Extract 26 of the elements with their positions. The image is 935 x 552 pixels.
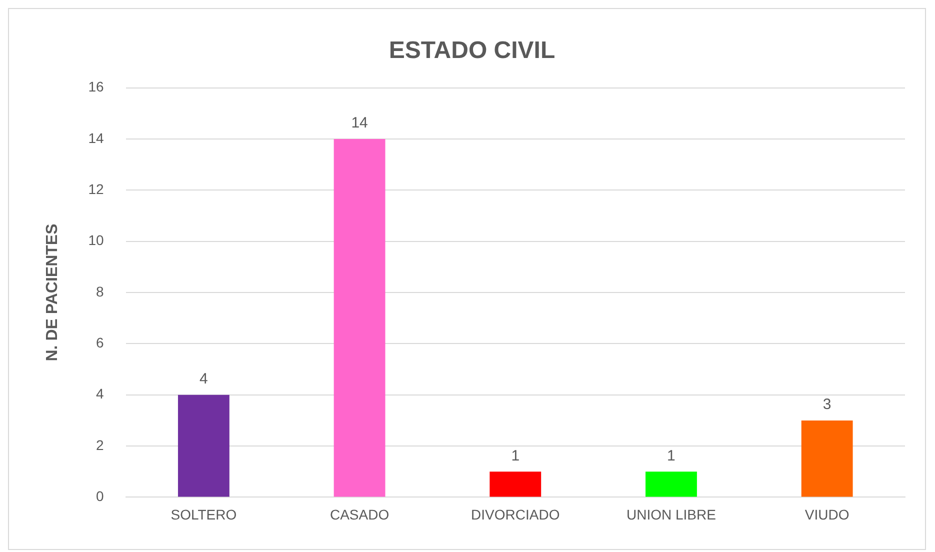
y-tick-label: 12 (88, 181, 104, 198)
y-tick-label: 14 (88, 130, 104, 146)
data-label: 4 (200, 370, 208, 388)
y-axis-title: N. DE PACIENTES (44, 223, 62, 362)
data-label: 14 (351, 114, 368, 132)
y-tick-label: 16 (88, 78, 104, 95)
bar (801, 420, 853, 497)
y-tick-label: 6 (96, 334, 104, 351)
data-label: 1 (511, 447, 520, 464)
bar (646, 472, 697, 497)
y-tick-label: 8 (96, 283, 104, 300)
y-tick-label: 4 (96, 386, 104, 402)
x-tick-label: UNION LIBRE (626, 506, 716, 522)
x-tick-label: SOLTERO (170, 506, 237, 522)
y-tick-label: 10 (88, 232, 104, 248)
chart-title: ESTADO CIVIL (388, 37, 556, 64)
data-label: 3 (822, 396, 832, 414)
x-tick-label: CASADO (330, 506, 390, 522)
bar (178, 394, 230, 497)
data-label: 1 (667, 447, 676, 464)
y-tick-label: 2 (96, 436, 104, 453)
y-tick-label: 0 (96, 488, 104, 504)
bar (490, 472, 542, 497)
x-tick-label: DIVORCIADO (471, 506, 560, 522)
x-tick-label: VIUDO (804, 506, 850, 522)
bar (334, 138, 386, 497)
